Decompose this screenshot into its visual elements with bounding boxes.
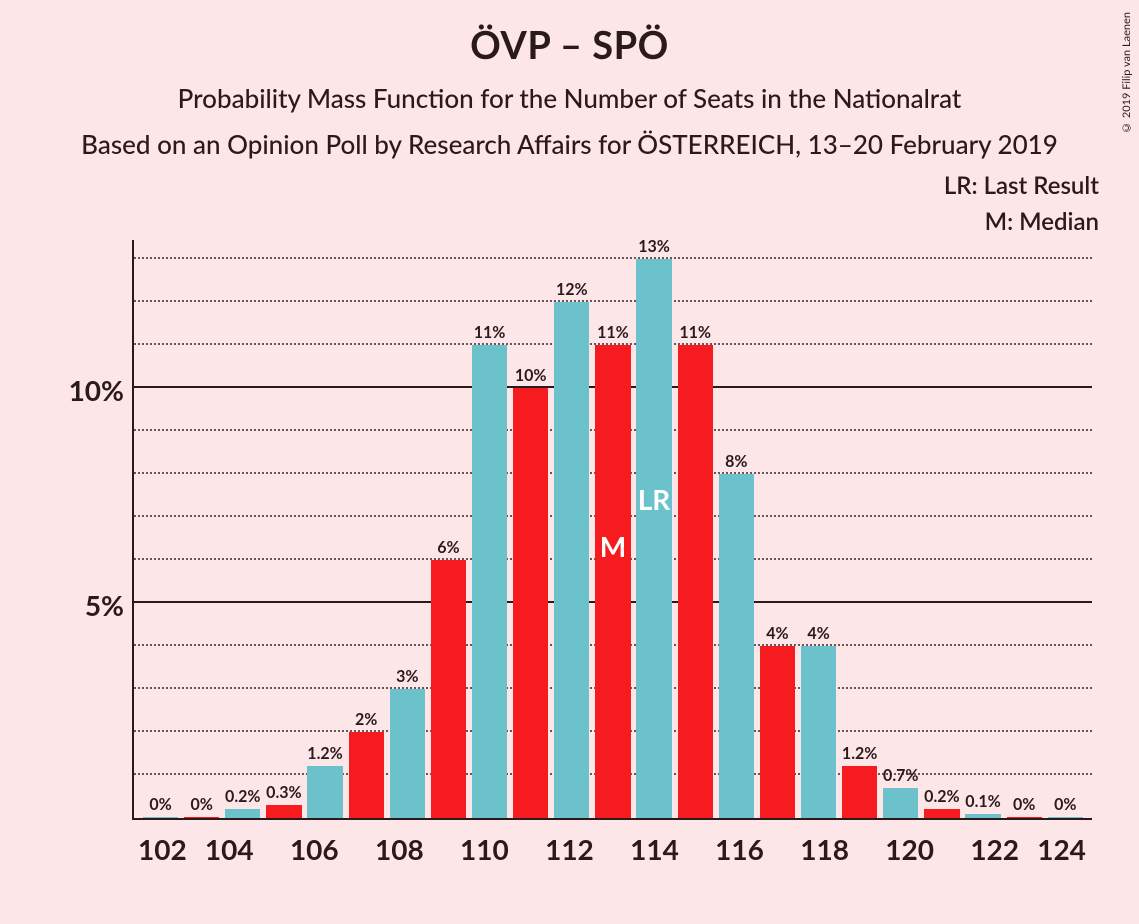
bar-blue: 11%	[472, 345, 507, 818]
bar-slot: 0%	[1004, 240, 1045, 818]
bar-slot: 1.2%	[839, 240, 880, 818]
bar-slot: 12%	[551, 240, 592, 818]
bar-slot: 0.7%	[880, 240, 921, 818]
chart-subtitle-1: Probability Mass Function for the Number…	[0, 68, 1139, 114]
bar-red: 0.3%	[266, 805, 301, 818]
legend-m: M: Median	[944, 204, 1099, 240]
bar-marker-lr: LR	[638, 482, 671, 516]
y-tick-label: 5%	[60, 588, 124, 622]
bar-value-label: 0%	[1054, 795, 1076, 814]
bar-slot: 10%	[510, 240, 551, 818]
bar-value-label: 10%	[515, 366, 547, 385]
x-tick-label: 120	[867, 824, 952, 870]
bar-slot: 0%	[1045, 240, 1086, 818]
legend: LR: Last Result M: Median	[944, 168, 1099, 240]
bar-value-label: 13%	[638, 237, 670, 256]
bar-blue: 0.2%	[225, 809, 260, 818]
bars-container: 0%0%0.2%0.3%1.2%2%3%6%11%10%12%11%M13%LR…	[134, 240, 1092, 818]
bar-slot: 0.1%	[963, 240, 1004, 818]
bar-slot: 2%	[346, 240, 387, 818]
bar-red: 4%	[760, 646, 795, 818]
bar-blue: 0%	[143, 817, 178, 818]
bar-slot: 13% LR	[634, 240, 675, 818]
copyright-label: © 2019 Filip van Laenen	[1120, 12, 1133, 134]
bar-blue: 3%	[390, 689, 425, 818]
x-axis: 102104106108110112114116118120122124	[132, 824, 1092, 870]
bar-red: 11%	[678, 345, 713, 818]
title-block: ÖVP – SPÖ Probability Mass Function for …	[0, 0, 1139, 160]
bar-red: 1.2%	[842, 766, 877, 818]
bar-value-label: 0%	[1013, 795, 1035, 814]
bar-value-label: 0.2%	[924, 787, 959, 806]
bar-value-label: 0.7%	[883, 766, 918, 785]
bar-red: 10%	[513, 388, 548, 818]
bar-value-label: 11%	[474, 323, 506, 342]
bar-slot: 8%	[716, 240, 757, 818]
x-tick-label: 104	[187, 824, 272, 870]
x-tick-label: 106	[272, 824, 357, 870]
bar-slot: 4%	[798, 240, 839, 818]
x-tick-label: 116	[697, 824, 782, 870]
x-tick-label: 114	[612, 824, 697, 870]
chart: 0%0%0.2%0.3%1.2%2%3%6%11%10%12%11%M13%LR…	[60, 240, 1100, 870]
bar-slot: 0%	[181, 240, 222, 818]
bar-slot: 11% M	[592, 240, 633, 818]
bar-slot: 0.2%	[921, 240, 962, 818]
bar-value-label: 8%	[725, 452, 747, 471]
x-tick-label: 110	[442, 824, 527, 870]
bar-slot: 0%	[140, 240, 181, 818]
bar-slot: 0.2%	[222, 240, 263, 818]
bar-blue: 4%	[801, 646, 836, 818]
bar-blue: 0.1%	[965, 814, 1000, 818]
bar-value-label: 1.2%	[307, 744, 342, 763]
bar-value-label: 0%	[149, 795, 171, 814]
bar-value-label: 3%	[396, 667, 418, 686]
bar-marker-m: M	[600, 529, 626, 563]
bar-value-label: 2%	[355, 710, 377, 729]
y-tick-label: 10%	[60, 373, 124, 407]
bar-value-label: 4%	[807, 624, 829, 643]
bar-slot: 6%	[428, 240, 469, 818]
bar-value-label: 12%	[556, 280, 588, 299]
bar-value-label: 0%	[190, 795, 212, 814]
plot-area: 0%0%0.2%0.3%1.2%2%3%6%11%10%12%11%M13%LR…	[132, 240, 1092, 820]
bar-value-label: 4%	[766, 624, 788, 643]
chart-title: ÖVP – SPÖ	[0, 0, 1139, 68]
x-tick-label: 118	[782, 824, 867, 870]
bar-value-label: 0.3%	[266, 783, 301, 802]
bar-red: 0%	[184, 817, 219, 818]
legend-lr: LR: Last Result	[944, 168, 1099, 204]
x-tick-label: 112	[527, 824, 612, 870]
bar-blue: 0.7%	[883, 788, 918, 818]
bar-blue: 1.2%	[307, 766, 342, 818]
chart-subtitle-2: Based on an Opinion Poll by Research Aff…	[0, 114, 1139, 160]
bar-slot: 11%	[675, 240, 716, 818]
bar-blue: 12%	[554, 302, 589, 818]
bar-slot: 1.2%	[305, 240, 346, 818]
bar-slot: 0.3%	[263, 240, 304, 818]
bar-red: 0%	[1007, 817, 1042, 818]
bar-value-label: 11%	[679, 323, 711, 342]
x-tick-label: 124	[1037, 824, 1086, 870]
bar-red: 2%	[349, 732, 384, 818]
x-tick-label: 108	[357, 824, 442, 870]
bar-value-label: 0.1%	[965, 792, 1000, 811]
bar-slot: 3%	[387, 240, 428, 818]
x-tick-label: 122	[952, 824, 1037, 870]
bar-blue: 8%	[719, 474, 754, 818]
bar-red: 6%	[431, 560, 466, 818]
bar-red: 0.2%	[924, 809, 959, 818]
bar-value-label: 0.2%	[225, 787, 260, 806]
bar-red: 11%M	[595, 345, 630, 818]
bar-value-label: 1.2%	[842, 744, 877, 763]
bar-blue: 13%LR	[636, 259, 671, 818]
bar-blue: 0%	[1048, 817, 1083, 818]
bar-slot: 4%	[757, 240, 798, 818]
bar-value-label: 6%	[437, 538, 459, 557]
x-tick-label: 102	[138, 824, 187, 870]
bar-slot: 11%	[469, 240, 510, 818]
bar-value-label: 11%	[597, 323, 629, 342]
